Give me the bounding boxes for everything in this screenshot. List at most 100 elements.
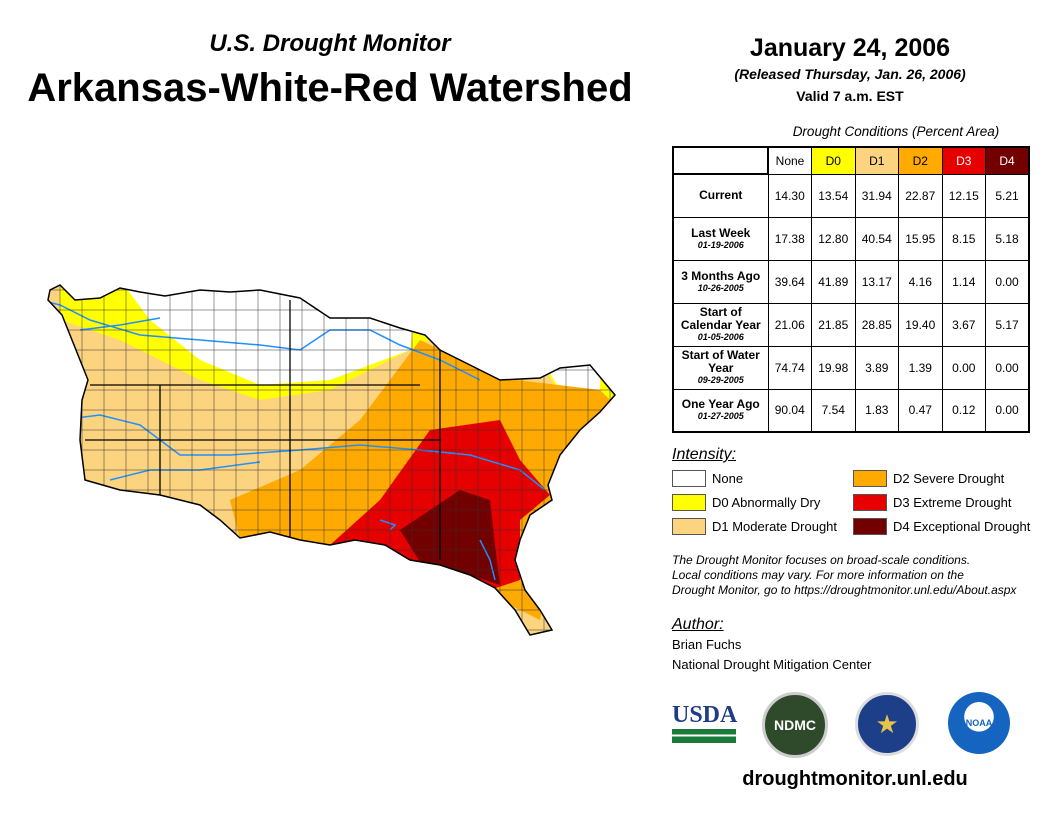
table-cell: 0.12: [941, 388, 986, 433]
state-borders: [85, 300, 441, 560]
disclaimer-note: The Drought Monitor focuses on broad-sca…: [672, 553, 1016, 598]
legend-label: None: [712, 471, 744, 486]
table-row: Start of Water Year 09-29-2005 74.74 19.98 3…: [672, 345, 1030, 390]
legend-swatch: [672, 470, 706, 487]
table-cell: 8.15: [941, 216, 986, 261]
subtitle: U.S. Drought Monitor: [209, 30, 451, 57]
d4-region: [400, 490, 500, 585]
table-cell: 3.89: [854, 345, 899, 390]
legend-item: D4 Exceptional Drought: [853, 518, 1030, 535]
row-label-text: Current: [699, 188, 743, 203]
legend-label: D1 Moderate Drought: [712, 519, 838, 534]
table-row: Start of Calendar Year 01-05-2006 21.06 21.…: [672, 302, 1030, 347]
row-date: 09-29-2005: [697, 375, 744, 385]
col-d0: D0: [811, 146, 856, 175]
row-label-text: One Year Ago: [681, 397, 760, 412]
table-cell: 14.30: [767, 173, 812, 218]
table-cell: 22.87: [898, 173, 943, 218]
table-cell: 12.80: [811, 216, 856, 261]
usda-logo: USDA: [672, 702, 738, 743]
table-row: Current 14.30 13.54 31.94 22.87 12.15 5.21: [672, 173, 1030, 218]
col-none: None: [767, 146, 812, 175]
table-cell: 7.54: [811, 388, 856, 433]
row-date: 01-05-2006: [697, 332, 744, 342]
table-cell: 90.04: [767, 388, 812, 433]
release-date: (Released Thursday, Jan. 26, 2006): [734, 66, 966, 82]
row-label: Current: [672, 173, 769, 218]
legend-label: D0 Abnormally Dry: [712, 495, 821, 510]
table-cell: 1.14: [941, 259, 986, 304]
row-label: Start of Calendar Year 01-05-2006: [672, 302, 769, 347]
legend-label: D3 Extreme Drought: [893, 495, 1012, 510]
legend-swatch: [672, 518, 706, 535]
table-cell: 12.15: [941, 173, 986, 218]
table-cell: 19.40: [898, 302, 943, 347]
author-name: Brian Fuchs: [672, 637, 742, 652]
table-cell: 28.85: [854, 302, 899, 347]
table-cell: 5.18: [985, 216, 1030, 261]
legend-label: D2 Severe Drought: [893, 471, 1005, 486]
legend-item: None: [672, 470, 743, 487]
table-cell: 0.00: [985, 345, 1030, 390]
note-line: Drought Monitor, go to https://droughtmo…: [672, 583, 1017, 597]
legend-item: D3 Extreme Drought: [853, 494, 1012, 511]
row-label-text: Start of Water Year: [681, 348, 760, 375]
row-label: Start of Water Year 09-29-2005: [672, 345, 769, 390]
table-cell: 5.17: [985, 302, 1030, 347]
table-cell: 40.54: [854, 216, 899, 261]
col-d2: D2: [898, 146, 943, 175]
legend-item: D2 Severe Drought: [853, 470, 1004, 487]
row-label: 3 Months Ago 10-26-2005: [672, 259, 769, 304]
map-date: January 24, 2006: [749, 34, 951, 62]
table-cell: 3.67: [941, 302, 986, 347]
table-cell: 1.83: [854, 388, 899, 433]
table-row: 3 Months Ago 10-26-2005 39.64 41.89 13.17 4.1…: [672, 259, 1030, 304]
legend-swatch: [672, 494, 706, 511]
table-cell: 15.95: [898, 216, 943, 261]
commerce-seal-icon: ★: [855, 692, 919, 756]
noaa-logo: NOAA: [948, 692, 1010, 754]
table-cell: 13.54: [811, 173, 856, 218]
legend-swatch: [853, 494, 887, 511]
table-cell: 19.98: [811, 345, 856, 390]
page-title: Arkansas-White-Red Watershed: [27, 66, 633, 110]
table-row: Last Week 01-19-2006 17.38 12.80 40.54 15.95 8…: [672, 216, 1030, 261]
noaa-logo-text: NOAA: [965, 718, 993, 728]
table-cell: 0.00: [985, 388, 1030, 433]
drought-map: [47, 284, 616, 636]
legend-swatch: [853, 470, 887, 487]
author-org: National Drought Mitigation Center: [672, 657, 872, 672]
valid-time: Valid 7 a.m. EST: [796, 88, 904, 104]
table-header: None D0 D1 D2 D3 D4: [673, 146, 1030, 175]
row-label: Last Week 01-19-2006: [672, 216, 769, 261]
legend-item: D1 Moderate Drought: [672, 518, 837, 535]
note-line: Local conditions may vary. For more info…: [672, 568, 964, 582]
table-cell: 5.21: [985, 173, 1030, 218]
author-title: Author:: [672, 616, 724, 633]
table-cell: 74.74: [767, 345, 812, 390]
table-cell: 17.38: [767, 216, 812, 261]
col-d4: D4: [985, 146, 1030, 175]
ndmc-logo-text: NDMC: [774, 717, 816, 733]
legend: Intensity: None D0 Abnormally Dry D1 Moder…: [672, 446, 1052, 535]
table-cell: 39.64: [767, 259, 812, 304]
table-cell: 0.47: [898, 388, 943, 433]
drought-conditions-table: None D0 D1 D2 D3 D4 Current 14.30 13.54 31.…: [672, 146, 1030, 433]
website-url[interactable]: droughtmonitor.unl.edu: [742, 768, 968, 790]
row-label-text: 3 Months Ago: [681, 268, 761, 283]
table-cell: 41.89: [811, 259, 856, 304]
table-cell: 13.17: [854, 259, 899, 304]
legend-label: D4 Exceptional Drought: [893, 519, 1031, 534]
row-date: 01-19-2006: [697, 239, 744, 250]
ndmc-logo: NDMC: [762, 692, 828, 758]
author-block: Author: Brian Fuchs National Drought Mit…: [672, 615, 871, 675]
usda-logo-text: USDA: [672, 702, 738, 728]
table-cell: 0.00: [985, 259, 1030, 304]
legend-item: D0 Abnormally Dry: [672, 494, 820, 511]
col-d3: D3: [941, 146, 986, 175]
row-label-text: Last Week: [691, 225, 751, 240]
table-cell: 1.39: [898, 345, 943, 390]
table-title: Drought Conditions (Percent Area): [792, 124, 1000, 139]
legend-title: Intensity:: [672, 446, 737, 463]
table-cell: 31.94: [854, 173, 899, 218]
